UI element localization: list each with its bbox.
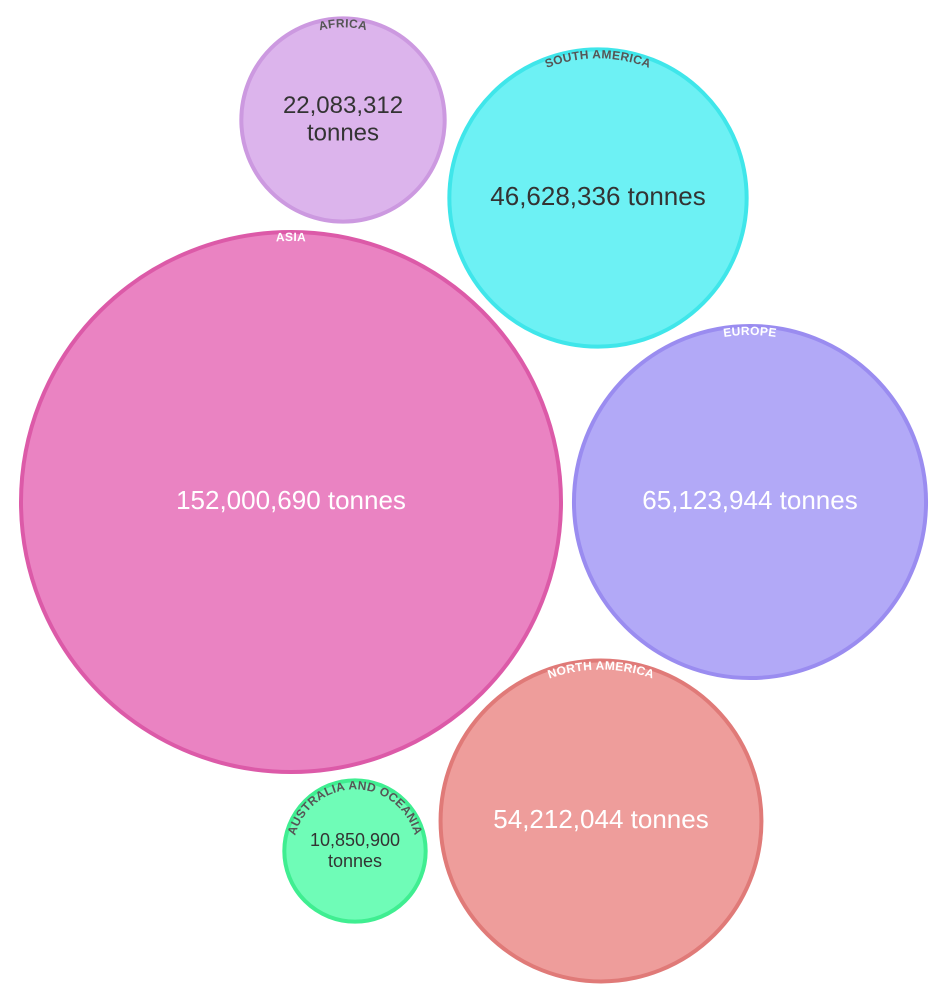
bubble-label-asia: ASIA: [276, 230, 307, 244]
bubble-circle-south-america[interactable]: [447, 47, 749, 349]
bubble-europe[interactable]: EUROPE 65,123,944 tonnes: [571, 323, 929, 681]
bubble-value-australia-and-oceania: 10,850,900 tonnes: [310, 830, 400, 871]
bubble-label-europe: EUROPE: [722, 324, 777, 340]
bubble-label-africa: AFRICA: [317, 16, 368, 33]
bubble-value-south-america: 46,628,336 tonnes: [490, 181, 705, 211]
bubbles-group: AFRICA 22,083,312 tonnes SOUTH AMERICA46,62…: [19, 16, 929, 984]
bubble-value-asia: 152,000,690 tonnes: [176, 485, 406, 515]
bubble-value-north-america: 54,212,044 tonnes: [493, 804, 708, 834]
bubble-circle-europe[interactable]: [571, 323, 929, 681]
bubble-value-africa: 22,083,312 tonnes: [283, 92, 403, 147]
bubble-circle-africa[interactable]: [239, 16, 447, 224]
bubble-circle-asia[interactable]: [19, 230, 563, 774]
bubble-circle-north-america[interactable]: [438, 658, 764, 984]
bubble-asia[interactable]: ASIA 152,000,690 tonnes: [19, 230, 563, 774]
bubble-value-europe: 65,123,944 tonnes: [642, 485, 857, 515]
bubble-circle-australia-and-oceania[interactable]: [282, 778, 428, 924]
bubble-africa[interactable]: AFRICA 22,083,312 tonnes: [239, 16, 447, 224]
